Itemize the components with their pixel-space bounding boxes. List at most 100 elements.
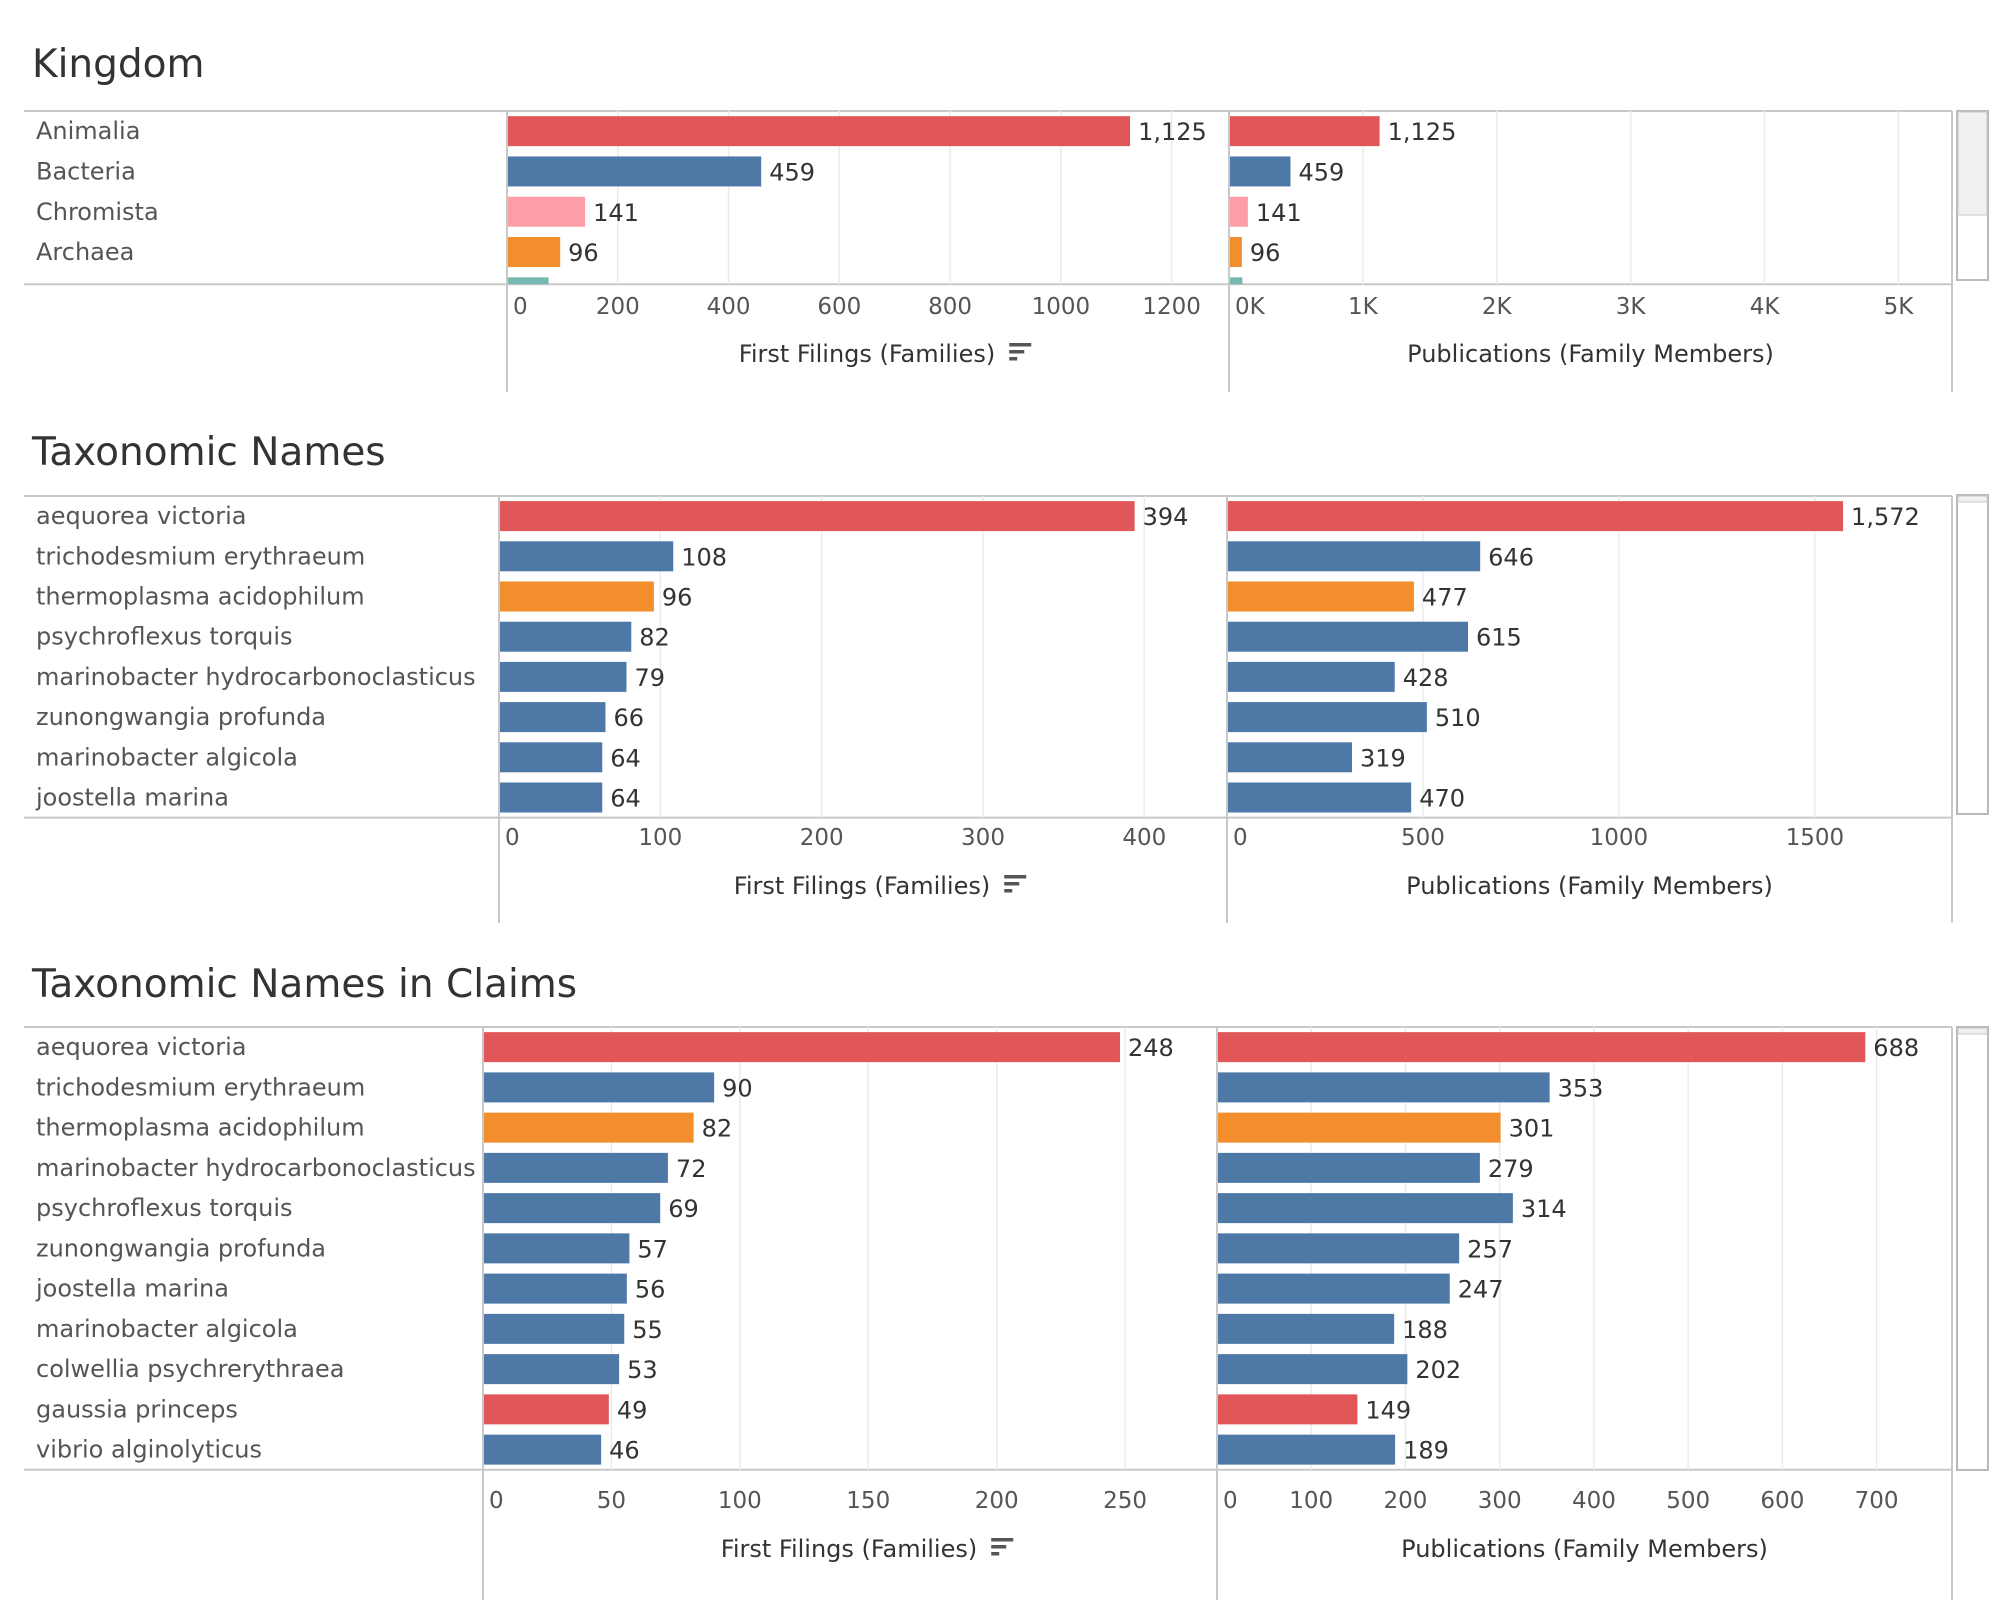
bar[interactable] — [1218, 1072, 1550, 1102]
category-label[interactable]: marinobacter algicola — [36, 1315, 298, 1343]
data-label: 646 — [1488, 543, 1534, 571]
data-label: 56 — [635, 1276, 666, 1304]
bar[interactable] — [1218, 1435, 1395, 1465]
bar[interactable] — [484, 1153, 668, 1183]
bar[interactable] — [484, 1032, 1120, 1062]
data-label: 1,125 — [1388, 118, 1457, 146]
bar[interactable] — [484, 1435, 601, 1465]
bar[interactable] — [508, 156, 761, 186]
category-label[interactable]: zunongwangia profunda — [36, 1234, 326, 1262]
category-label[interactable]: thermoplasma acidophilum — [36, 583, 365, 611]
axis-title[interactable]: Publications (Family Members) — [1407, 340, 1774, 368]
data-label: 459 — [769, 158, 815, 186]
bar[interactable] — [500, 662, 626, 692]
bar[interactable] — [484, 1394, 609, 1424]
axis-title[interactable]: First Filings (Families) — [734, 872, 990, 900]
bar[interactable] — [484, 1314, 624, 1344]
bar[interactable] — [1228, 622, 1468, 652]
data-label: 55 — [632, 1316, 663, 1344]
bar[interactable] — [500, 622, 631, 652]
bar[interactable] — [1228, 662, 1395, 692]
sort-descending-icon[interactable] — [991, 1538, 1013, 1556]
bar[interactable] — [500, 582, 654, 612]
bar[interactable] — [1228, 702, 1427, 732]
bar[interactable] — [1228, 783, 1411, 813]
scrollbar[interactable] — [1957, 111, 1988, 280]
data-label: 202 — [1415, 1356, 1461, 1384]
category-label[interactable]: Chromista — [36, 198, 159, 226]
bar[interactable] — [500, 541, 673, 571]
tick-label: 400 — [707, 294, 751, 320]
tick-label: 300 — [1478, 1488, 1522, 1514]
scrollbar-thumb[interactable] — [1958, 496, 1987, 502]
category-label[interactable]: colwellia psychrerythraea — [36, 1355, 344, 1383]
bar[interactable] — [484, 1233, 629, 1263]
data-label: 248 — [1128, 1034, 1174, 1062]
bar[interactable] — [1218, 1193, 1513, 1223]
axis-title[interactable]: First Filings (Families) — [721, 1535, 977, 1563]
category-label[interactable]: trichodesmium erythraeum — [36, 1073, 365, 1101]
bar[interactable] — [1228, 501, 1843, 531]
category-label[interactable]: joostella marina — [35, 784, 229, 812]
tick-label: 50 — [597, 1488, 626, 1514]
tick-label: 500 — [1666, 1488, 1710, 1514]
bar[interactable] — [500, 783, 602, 813]
category-label[interactable]: Animalia — [36, 117, 140, 145]
bar[interactable] — [1218, 1394, 1357, 1424]
tick-label: 600 — [1760, 1488, 1804, 1514]
bar[interactable] — [1230, 156, 1290, 186]
sort-descending-icon[interactable] — [1004, 875, 1026, 893]
data-label: 1,572 — [1851, 503, 1920, 531]
taxonomic-names-in-claims-chart: aequorea victoria trichodesmium erythraeu… — [0, 930, 2000, 1600]
category-label[interactable]: vibrio alginolyticus — [36, 1436, 262, 1464]
bar[interactable] — [1230, 116, 1380, 146]
bar[interactable] — [1228, 541, 1480, 571]
bar[interactable] — [508, 237, 560, 267]
bar[interactable] — [484, 1193, 660, 1223]
bar[interactable] — [500, 501, 1135, 531]
bar[interactable] — [1230, 237, 1242, 267]
category-label[interactable]: marinobacter hydrocarbonoclasticus — [36, 1154, 476, 1182]
bar[interactable] — [1228, 582, 1414, 612]
sort-descending-icon[interactable] — [1009, 343, 1031, 361]
bar[interactable] — [500, 702, 605, 732]
bar[interactable] — [508, 116, 1130, 146]
scrollbar[interactable] — [1957, 1027, 1988, 1470]
category-label[interactable]: Bacteria — [36, 157, 136, 185]
bar[interactable] — [1228, 742, 1352, 772]
category-label[interactable]: thermoplasma acidophilum — [36, 1114, 365, 1142]
category-label[interactable]: marinobacter algicola — [36, 743, 298, 771]
bar[interactable] — [508, 197, 585, 227]
category-label[interactable]: zunongwangia profunda — [36, 703, 326, 731]
category-label[interactable]: aequorea victoria — [36, 502, 246, 530]
category-label[interactable]: joostella marina — [35, 1275, 229, 1303]
axis-title[interactable]: Publications (Family Members) — [1401, 1535, 1768, 1563]
category-label[interactable]: Archaea — [36, 238, 134, 266]
bar[interactable] — [1218, 1233, 1459, 1263]
category-label[interactable]: aequorea victoria — [36, 1033, 246, 1061]
scrollbar-thumb[interactable] — [1958, 1028, 1987, 1034]
bar[interactable] — [1218, 1032, 1865, 1062]
category-label[interactable]: trichodesmium erythraeum — [36, 542, 365, 570]
category-label[interactable]: marinobacter hydrocarbonoclasticus — [36, 663, 476, 691]
section-taxonomic-names: Taxonomic Names aequorea victoriatrichod… — [0, 400, 2000, 930]
bar[interactable] — [484, 1354, 619, 1384]
bar[interactable] — [1218, 1153, 1480, 1183]
category-label[interactable]: psychroflexus torquis — [36, 623, 293, 651]
axis-title[interactable]: First Filings (Families) — [739, 340, 995, 368]
bar[interactable] — [1218, 1274, 1450, 1304]
bar[interactable] — [484, 1113, 694, 1143]
bar[interactable] — [1218, 1113, 1501, 1143]
bar[interactable] — [1218, 1314, 1394, 1344]
bar[interactable] — [1230, 197, 1248, 227]
bar[interactable] — [484, 1274, 627, 1304]
axis-title[interactable]: Publications (Family Members) — [1406, 872, 1773, 900]
scrollbar[interactable] — [1957, 495, 1988, 814]
bar[interactable] — [1218, 1354, 1407, 1384]
category-label[interactable]: gaussia princeps — [36, 1395, 238, 1423]
bar[interactable] — [500, 742, 602, 772]
bar[interactable] — [484, 1072, 714, 1102]
scrollbar-thumb[interactable] — [1958, 112, 1987, 215]
category-label[interactable]: psychroflexus torquis — [36, 1194, 293, 1222]
kingdom-chart: Animalia Bacteria Chromista Archaea 1,125 459… — [0, 0, 2000, 400]
